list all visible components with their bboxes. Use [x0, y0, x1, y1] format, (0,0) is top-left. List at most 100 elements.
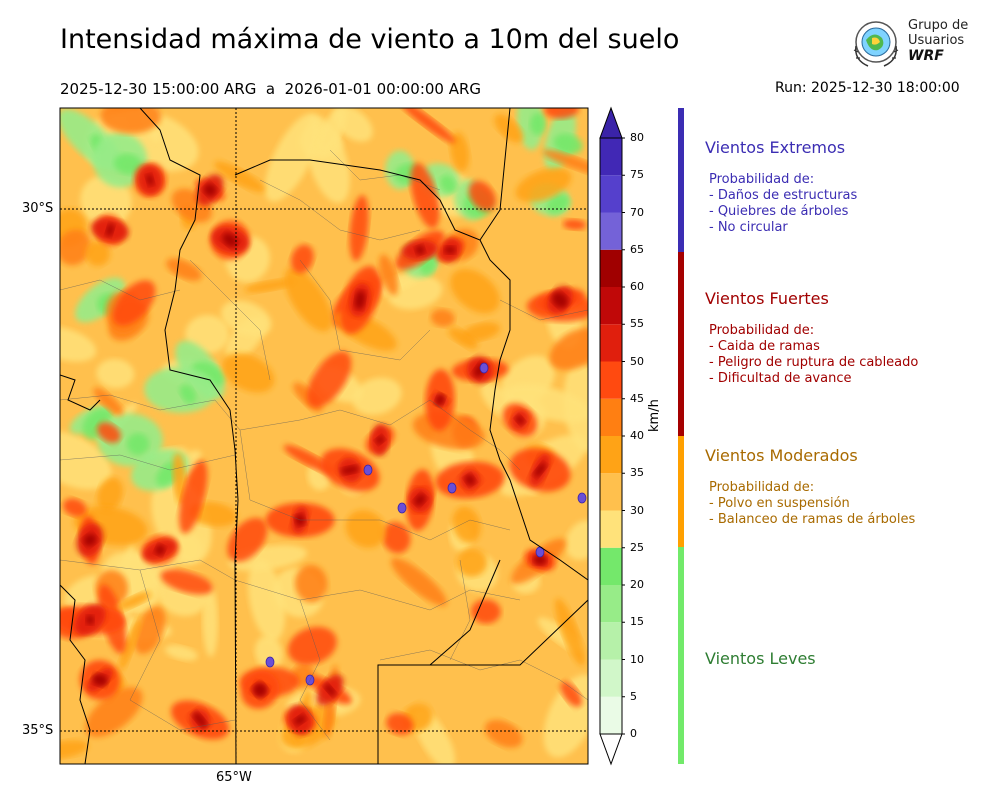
wind-contour — [60, 326, 97, 362]
wind-contour — [549, 327, 588, 371]
wind-extreme-spot — [363, 464, 373, 476]
logo-wrf: WRF — [908, 48, 944, 64]
category-bar — [678, 252, 684, 436]
wind-contour — [375, 435, 385, 445]
wind-contour — [85, 241, 110, 266]
wind-contour — [294, 564, 328, 603]
colorbar-segment — [600, 324, 622, 362]
wind-contour — [62, 498, 87, 517]
wind-contour — [134, 606, 166, 654]
category-body-moderados: Probabilidad de: - Polvo en suspensión -… — [709, 480, 916, 527]
wind-contour — [530, 112, 546, 136]
wind-contour — [112, 280, 156, 326]
run-timestamp: Run: 2025-12-30 18:00:00 — [775, 80, 960, 96]
wind-contour — [60, 229, 91, 266]
wind-contour — [253, 682, 267, 698]
colorbar-tick-label: 15 — [630, 615, 644, 629]
colorbar-segment — [600, 510, 622, 548]
category-bar — [678, 436, 684, 547]
wind-contour — [166, 258, 202, 281]
wind-contour — [484, 719, 523, 748]
wind-extreme-spot — [397, 502, 407, 514]
colorbar — [599, 106, 625, 766]
wind-contour — [468, 180, 496, 212]
category-title-extremos: Vientos Extremos — [705, 138, 846, 157]
wind-contour — [116, 592, 151, 611]
wind-contour — [83, 533, 97, 547]
wind-contour — [444, 246, 456, 254]
wind-contour — [553, 133, 583, 155]
wind-contour — [415, 245, 425, 255]
province-borders — [60, 149, 588, 741]
category-title-fuertes: Vientos Fuertes — [705, 289, 829, 308]
grupo-usuarios-wrf-logo: Grupo de Usuarios WRF — [848, 16, 973, 72]
colorbar-tick-label: 50 — [630, 354, 644, 368]
wind-contour — [391, 557, 447, 606]
logo-text: Grupo de Usuarios — [908, 18, 968, 48]
colorbar-segment — [600, 398, 622, 436]
wind-extreme-spot — [447, 482, 457, 494]
wind-contour — [227, 517, 268, 562]
wind-extreme-spot — [577, 492, 587, 504]
wind-contour — [60, 431, 112, 490]
wind-contours — [60, 108, 588, 764]
lat-label-30s: 30°S — [22, 201, 54, 216]
wind-contour — [222, 232, 238, 248]
wind-contour — [113, 153, 143, 175]
wind-contour — [494, 114, 523, 143]
colorbar-tick-label: 30 — [630, 503, 644, 517]
wind-contour — [185, 315, 230, 354]
wind-contour — [435, 393, 445, 407]
colorbar-tick-label: 55 — [630, 317, 644, 331]
wind-contour — [92, 673, 108, 687]
colorbar-tick-label: 60 — [630, 280, 644, 293]
wind-contour — [193, 712, 207, 728]
wind-contour — [60, 740, 89, 760]
wind-contour — [155, 544, 165, 556]
wind-contour — [284, 267, 333, 332]
category-bars — [678, 108, 684, 764]
wind-contour — [456, 548, 488, 577]
wind-contour — [287, 626, 337, 665]
colorbar-unit: km/h — [647, 399, 662, 432]
colorbar-tick-label: 75 — [630, 168, 644, 182]
colorbar-segment — [600, 212, 622, 250]
wind-contour — [97, 422, 121, 443]
colorbar-segment — [600, 138, 622, 176]
colorbar-tick-label: 65 — [630, 242, 644, 256]
wind-field — [60, 108, 588, 764]
colorbar-segment — [600, 175, 622, 213]
wind-contour — [254, 635, 283, 670]
graticule — [60, 108, 588, 764]
wind-contour — [399, 108, 456, 144]
wind-contour — [464, 474, 476, 486]
colorbar-segment — [600, 659, 622, 697]
wind-contour — [543, 674, 588, 758]
category-bar — [678, 547, 684, 764]
category-title-moderados: Vientos Moderados — [705, 446, 858, 465]
lon-label-65w: 65°W — [216, 770, 252, 785]
map-frame — [59, 107, 589, 765]
wind-contour — [430, 308, 455, 327]
wind-contour — [544, 108, 580, 119]
wind-contour — [294, 715, 306, 725]
wind-contour — [450, 268, 500, 314]
wind-contour — [440, 175, 456, 193]
colorbar-segment — [600, 287, 622, 325]
colorbar-tick-label: 0 — [630, 727, 637, 740]
wind-contour — [222, 353, 275, 393]
lat-label-35s: 35°S — [22, 723, 54, 738]
wind-contour — [80, 175, 132, 227]
wind-contour — [316, 108, 347, 155]
wind-contour — [560, 681, 582, 707]
wind-contour — [382, 521, 411, 554]
wind-contour — [448, 327, 478, 349]
wind-contour — [307, 351, 352, 408]
colorbar-extend-min — [599, 733, 623, 766]
wind-contour — [386, 713, 414, 736]
wind-contour — [452, 506, 481, 543]
wind-contour — [179, 384, 197, 404]
colorbar-tick-label: 35 — [630, 466, 644, 480]
wind-contour — [264, 113, 320, 202]
wind-contour — [517, 108, 543, 150]
